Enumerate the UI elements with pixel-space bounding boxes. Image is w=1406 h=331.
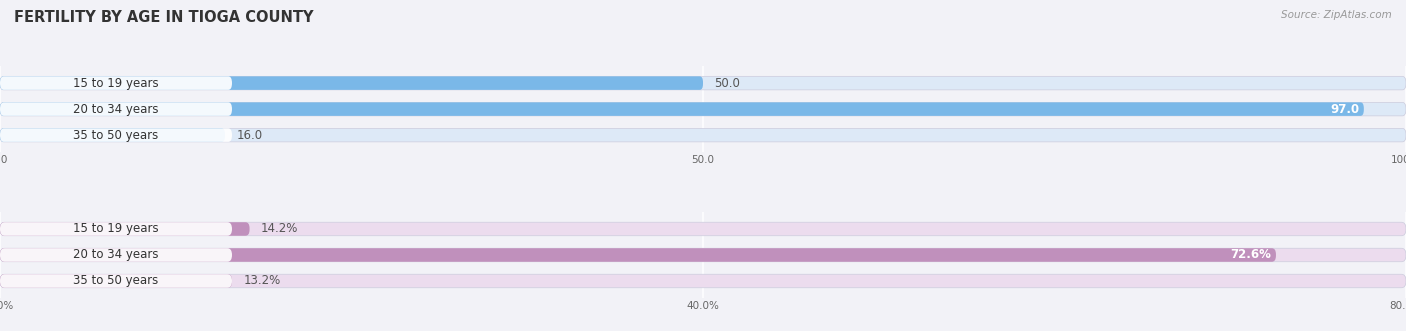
Text: FERTILITY BY AGE IN TIOGA COUNTY: FERTILITY BY AGE IN TIOGA COUNTY (14, 10, 314, 25)
Text: 97.0: 97.0 (1330, 103, 1360, 116)
FancyBboxPatch shape (0, 76, 232, 90)
Text: 20 to 34 years: 20 to 34 years (73, 103, 159, 116)
FancyBboxPatch shape (0, 76, 1406, 90)
Text: 15 to 19 years: 15 to 19 years (73, 76, 159, 90)
FancyBboxPatch shape (0, 222, 250, 236)
FancyBboxPatch shape (0, 102, 1364, 116)
Text: 20 to 34 years: 20 to 34 years (73, 249, 159, 261)
Text: 16.0: 16.0 (236, 129, 263, 142)
Text: 13.2%: 13.2% (243, 274, 280, 288)
FancyBboxPatch shape (0, 128, 232, 142)
Text: 72.6%: 72.6% (1230, 249, 1271, 261)
FancyBboxPatch shape (0, 274, 1406, 288)
Text: 35 to 50 years: 35 to 50 years (73, 129, 159, 142)
FancyBboxPatch shape (0, 222, 1406, 236)
FancyBboxPatch shape (0, 76, 703, 90)
Text: 15 to 19 years: 15 to 19 years (73, 222, 159, 235)
FancyBboxPatch shape (0, 102, 232, 116)
FancyBboxPatch shape (0, 248, 232, 262)
FancyBboxPatch shape (0, 128, 1406, 142)
Text: 35 to 50 years: 35 to 50 years (73, 274, 159, 288)
FancyBboxPatch shape (0, 274, 232, 288)
Text: 14.2%: 14.2% (262, 222, 298, 235)
FancyBboxPatch shape (0, 248, 1277, 262)
Text: 50.0: 50.0 (714, 76, 740, 90)
FancyBboxPatch shape (0, 222, 232, 236)
FancyBboxPatch shape (0, 248, 1406, 262)
FancyBboxPatch shape (0, 102, 1406, 116)
Text: Source: ZipAtlas.com: Source: ZipAtlas.com (1281, 10, 1392, 20)
FancyBboxPatch shape (0, 128, 225, 142)
FancyBboxPatch shape (0, 274, 232, 288)
